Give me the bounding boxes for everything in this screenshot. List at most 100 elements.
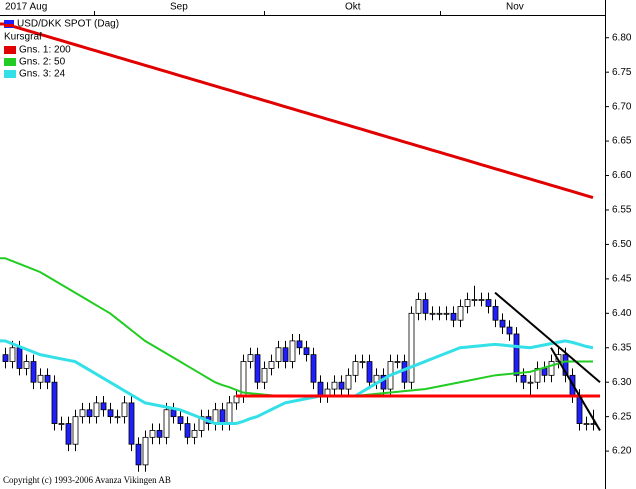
candle-body (93, 402, 100, 418)
candle-body (163, 409, 170, 438)
legend-title: USD/DKK SPOT (Dag) (17, 19, 119, 30)
candle-body (23, 361, 30, 369)
legend-swatch (4, 70, 16, 78)
candle-body (44, 374, 51, 383)
legend-label: Gns. 1: 200 (19, 45, 71, 56)
candle-body (2, 354, 9, 362)
candle-body (310, 354, 317, 383)
candle-body (394, 361, 401, 363)
legend: USD/DKK SPOT (Dag) Kursgraf Gns. 1: 200G… (4, 19, 119, 80)
y-tick-label: 6.80 (612, 32, 632, 43)
legend-heading: Kursgraf (4, 32, 42, 43)
candle-body (562, 354, 569, 376)
candle-body (513, 333, 520, 376)
candle-body (499, 319, 506, 328)
candle-body (142, 436, 149, 466)
y-tick-label: 6.45 (612, 274, 632, 285)
candle-body (191, 430, 198, 438)
candle-body (282, 347, 289, 362)
candle-body (541, 368, 548, 376)
y-tick-label: 6.25 (612, 411, 632, 422)
y-tick-label: 6.70 (612, 101, 632, 112)
copyright: Copyright (c) 1993-2006 Avanza Vikingen … (3, 475, 171, 485)
candle-body (177, 416, 184, 424)
candle-body (65, 423, 72, 445)
candle-body (415, 299, 422, 314)
candle-body (450, 312, 457, 321)
legend-icon (4, 24, 14, 27)
candle-body (296, 340, 303, 349)
drawn-line (550, 347, 601, 431)
legend-label: Gns. 2: 50 (19, 57, 66, 68)
x-tick-label: Sep (170, 2, 188, 13)
candle-body (37, 374, 44, 383)
candle-body (58, 423, 65, 425)
candle-body (275, 347, 282, 362)
y-tick-label: 6.55 (612, 205, 632, 216)
candle-body (548, 361, 555, 376)
candle-body (107, 409, 114, 418)
candle-body (268, 361, 275, 369)
y-tick-label: 6.30 (612, 377, 632, 388)
candle-body (170, 409, 177, 418)
candle-body (128, 402, 135, 445)
candle-body (240, 361, 247, 397)
candle-body (520, 374, 527, 383)
candle-body (443, 312, 450, 315)
y-tick-label: 6.40 (612, 308, 632, 319)
candle-body (429, 312, 436, 315)
candle-body (149, 430, 156, 438)
drawn-line (494, 291, 601, 383)
candle-body (72, 416, 79, 445)
candle-body (366, 361, 373, 383)
candle-body (331, 381, 338, 390)
candle-body (303, 347, 310, 356)
candle-body (79, 409, 86, 418)
candle-body (506, 326, 513, 335)
candle-body (527, 381, 534, 384)
legend-swatch (4, 58, 16, 66)
x-tick-label: 2017 Aug (5, 2, 47, 13)
y-tick-label: 6.75 (612, 67, 632, 78)
legend-label: Gns. 3: 24 (19, 69, 66, 80)
y-tick-label: 6.65 (612, 136, 632, 147)
candle-body (359, 361, 366, 363)
candle-body (464, 299, 471, 307)
candle-body (30, 361, 37, 383)
candle-body (114, 416, 121, 419)
candle-body (436, 312, 443, 315)
candle-body (478, 299, 485, 301)
y-tick-label: 6.60 (612, 170, 632, 181)
candle-body (317, 381, 324, 397)
candle-body (492, 306, 499, 321)
candle-body (289, 340, 296, 362)
x-tick-label: Okt (345, 2, 361, 13)
candle-body (51, 381, 58, 424)
x-tick-label: Nov (506, 2, 524, 13)
candle-body (345, 374, 352, 390)
legend-swatch (4, 46, 16, 54)
candle-body (457, 306, 464, 321)
candle-body (247, 354, 254, 362)
candle-body (534, 368, 541, 383)
candle-body (100, 402, 107, 411)
candle-body (219, 409, 226, 424)
y-tick-label: 6.35 (612, 342, 632, 353)
candle-body (261, 368, 268, 383)
candle-body (226, 402, 233, 424)
candle-body (86, 409, 93, 418)
candle-body (471, 299, 478, 301)
y-tick-label: 6.50 (612, 239, 632, 250)
candle-body (254, 354, 261, 383)
candle-body (156, 430, 163, 438)
candle-body (9, 347, 16, 362)
candle-body (135, 443, 142, 466)
candle-body (485, 299, 492, 307)
candle-body (16, 347, 23, 369)
candle-body (583, 423, 590, 425)
plot-area (0, 22, 601, 472)
y-tick-label: 6.20 (612, 446, 632, 457)
moving-average-line (0, 22, 594, 200)
candle-body (408, 312, 415, 383)
